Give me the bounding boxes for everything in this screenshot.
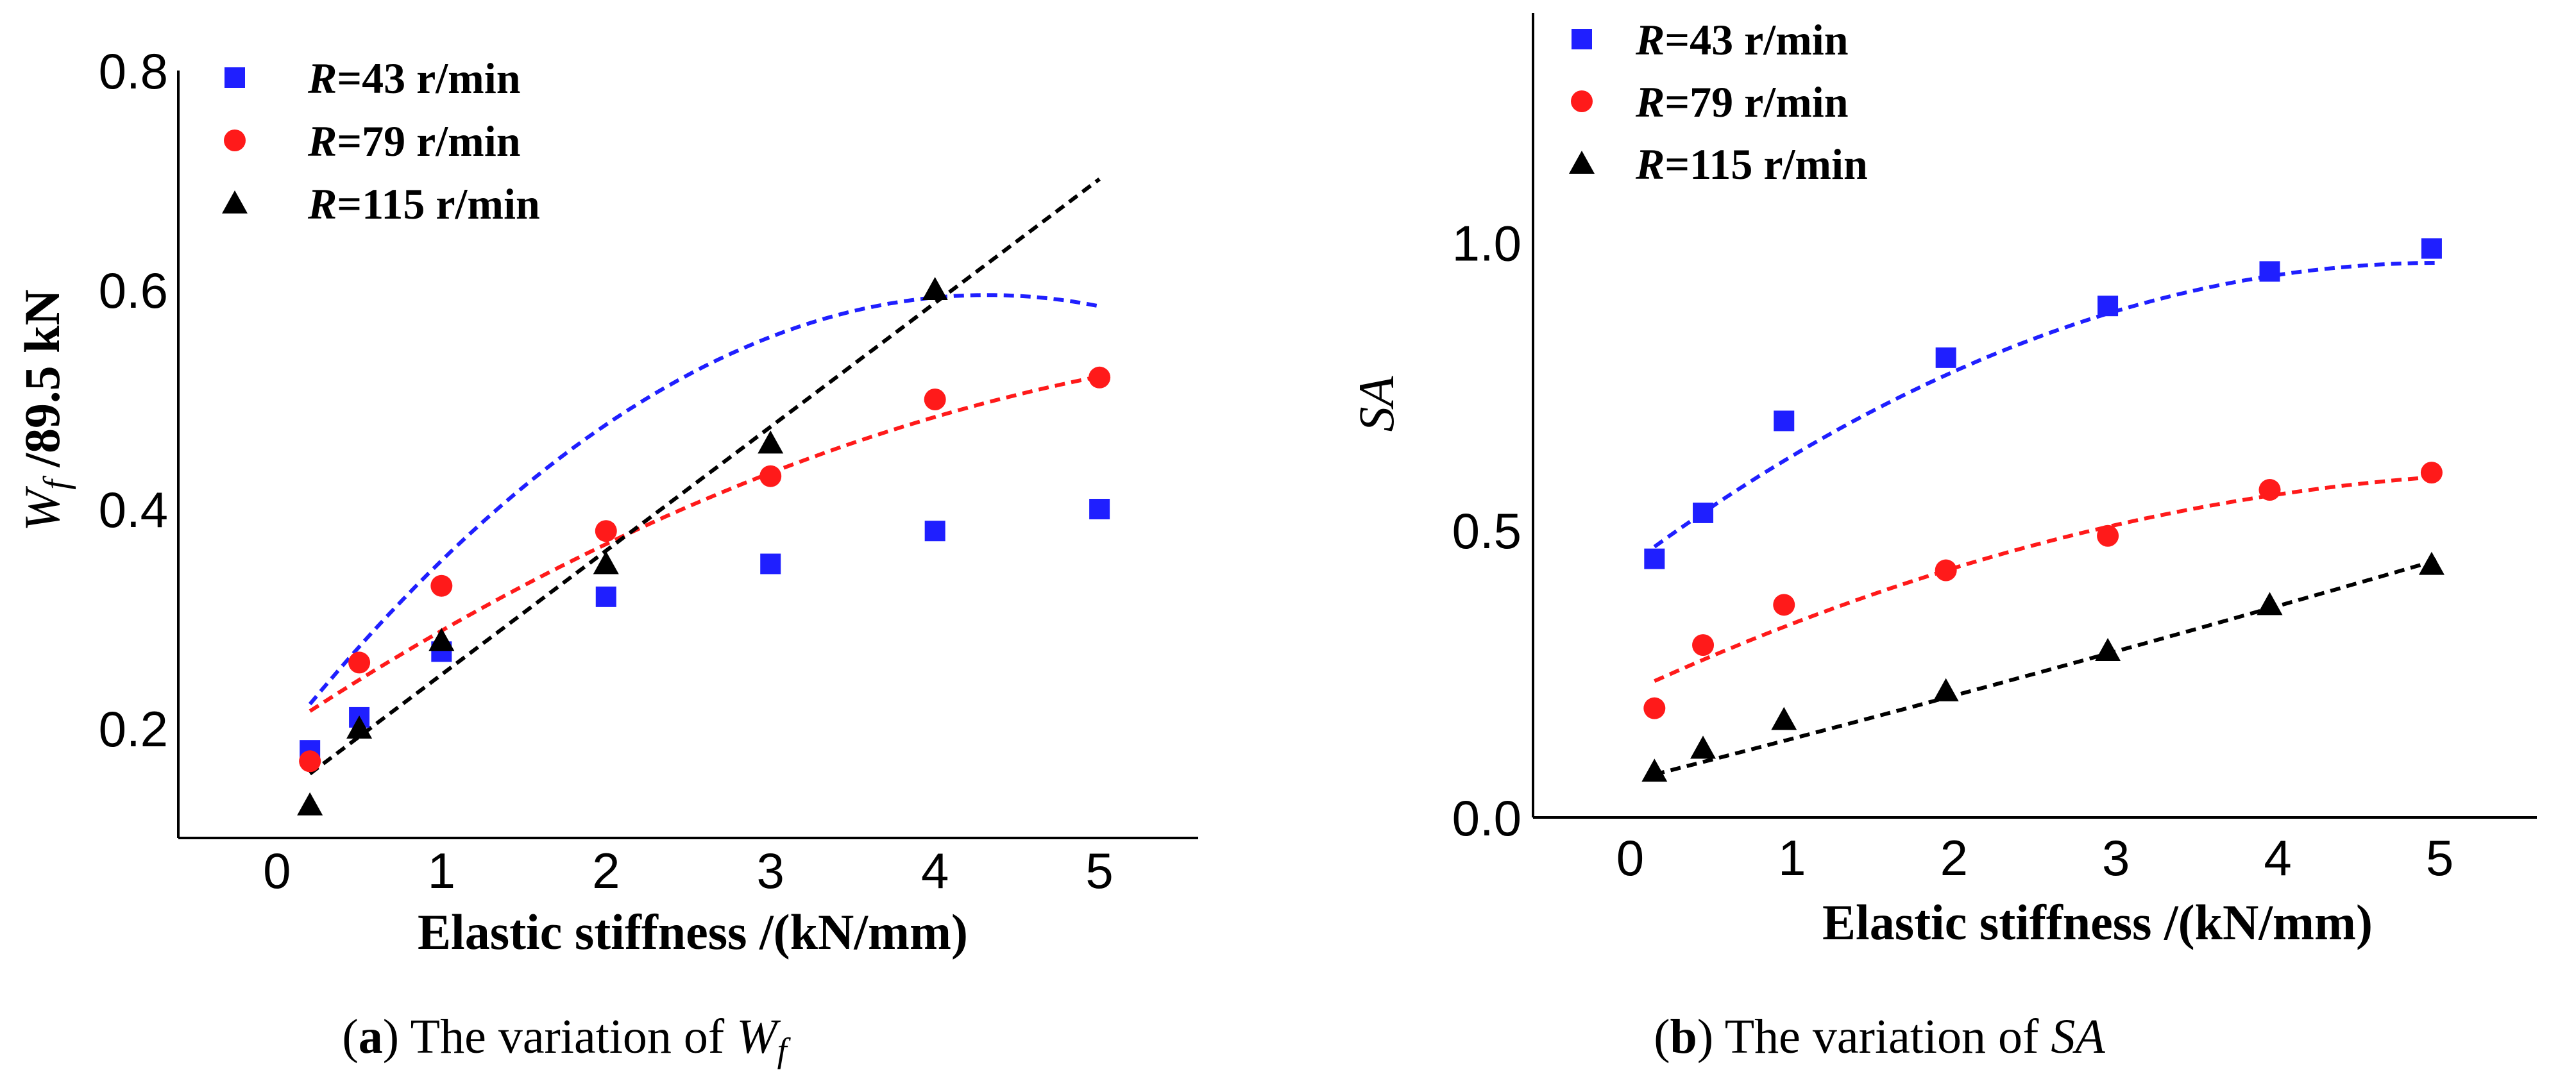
caption-a: (a) The variation of Wf bbox=[342, 1010, 791, 1069]
chart-panel-b: 0 1 2 3 4 5 0.0 0.5 1.0 R=43 r/min R=79 r/min R=1… bbox=[1348, 13, 2537, 1064]
legend-marker-circle bbox=[1571, 90, 1593, 112]
data-point-triangle bbox=[297, 792, 323, 816]
y-tick-labels-a: 0.2 0.4 0.6 0.8 bbox=[99, 43, 168, 757]
data-point-circle bbox=[2258, 479, 2281, 501]
y-axis-label-a: Wf /89.5 kN bbox=[14, 289, 76, 531]
legend-marker-square bbox=[225, 67, 245, 88]
data-point-square bbox=[2097, 296, 2119, 317]
legend-label: R=79 r/min bbox=[1635, 78, 1849, 126]
data-point-triangle bbox=[2418, 551, 2445, 575]
data-point-square bbox=[1693, 502, 1714, 523]
data-point-square bbox=[595, 586, 616, 607]
data-point-triangle bbox=[922, 277, 948, 300]
data-point-circle bbox=[1089, 366, 1111, 389]
x-tick-label: 5 bbox=[2426, 830, 2453, 886]
legend-a: R=43 r/min R=79 r/min R=115 r/min bbox=[222, 54, 540, 228]
data-point-triangle bbox=[1641, 758, 1668, 782]
x-tick-label: 2 bbox=[592, 842, 620, 899]
legend-label: R=43 r/min bbox=[307, 54, 521, 103]
x-tick-label: 2 bbox=[1940, 830, 1968, 886]
data-point-triangle bbox=[346, 716, 373, 739]
legend-marker-square bbox=[1572, 29, 1592, 49]
axes-a bbox=[177, 71, 1198, 839]
x-tick-label: 3 bbox=[757, 842, 784, 899]
legend-label: R=115 r/min bbox=[1635, 140, 1868, 188]
data-point-circle bbox=[924, 389, 946, 410]
fit-curve-circle bbox=[309, 374, 1100, 713]
fit-curve-triangle bbox=[1654, 557, 2441, 776]
y-tick-label: 0.8 bbox=[99, 43, 168, 99]
data-point-square bbox=[2259, 261, 2280, 282]
x-tick-label: 1 bbox=[428, 842, 455, 899]
y-tick-label: 0.5 bbox=[1452, 503, 1521, 559]
x-tick-labels-b: 0 1 2 3 4 5 bbox=[1616, 830, 2453, 886]
legend-marker-triangle bbox=[222, 190, 248, 214]
data-point-circle bbox=[2097, 524, 2119, 547]
legend-marker-triangle bbox=[1569, 151, 1595, 174]
data-point-square bbox=[1644, 548, 1665, 569]
fit-curve-circle bbox=[1654, 474, 2440, 683]
data-point-triangle bbox=[1690, 735, 1716, 759]
data-point-circle bbox=[348, 651, 371, 674]
data-point-circle bbox=[1935, 559, 1957, 582]
x-tick-label: 1 bbox=[1778, 830, 1806, 886]
y-axis-label-b: SA bbox=[1348, 376, 1404, 431]
legend-label: R=115 r/min bbox=[307, 180, 540, 228]
x-tick-label: 3 bbox=[2102, 830, 2130, 886]
data-point-triangle bbox=[1933, 678, 1959, 701]
data-point-square bbox=[924, 521, 945, 542]
data-point-square bbox=[1089, 499, 1110, 519]
data-point-triangle bbox=[2095, 638, 2121, 662]
x-tick-labels-a: 0 1 2 3 4 5 bbox=[263, 842, 1114, 899]
data-point-triangle bbox=[593, 551, 619, 574]
x-axis-label-b: Elastic stiffness /(kN/mm) bbox=[1822, 894, 2373, 950]
legend-label: R=43 r/min bbox=[1635, 15, 1849, 64]
data-point-circle bbox=[759, 465, 782, 487]
data-point-square bbox=[2421, 238, 2442, 259]
data-point-triangle bbox=[428, 628, 455, 651]
fit-curve-square bbox=[1653, 260, 2440, 549]
fit-curves-a bbox=[308, 177, 1101, 776]
data-points-b bbox=[1641, 238, 2445, 782]
data-point-triangle bbox=[758, 430, 784, 454]
y-tick-labels-b: 0.0 0.5 1.0 bbox=[1452, 215, 1521, 846]
data-point-square bbox=[1935, 347, 1956, 368]
data-points-a bbox=[297, 277, 1111, 816]
chart-panel-a: 0 1 2 3 4 5 0.2 0.4 0.6 0.8 R=43 r/min R=79 r/min… bbox=[14, 43, 1198, 1069]
data-point-square bbox=[1774, 410, 1795, 431]
data-point-circle bbox=[2420, 462, 2443, 484]
data-point-square bbox=[760, 553, 781, 574]
x-tick-label: 5 bbox=[1085, 842, 1113, 899]
data-point-circle bbox=[1692, 634, 1715, 657]
data-point-circle bbox=[1643, 697, 1666, 719]
y-tick-label: 0.6 bbox=[99, 262, 168, 319]
legend-label: R=79 r/min bbox=[307, 117, 521, 165]
data-point-triangle bbox=[1771, 707, 1797, 730]
caption-b: (b) The variation of SA bbox=[1654, 1010, 2105, 1064]
y-tick-label: 0.2 bbox=[99, 701, 168, 757]
fit-curves-b bbox=[1653, 260, 2441, 776]
data-point-triangle bbox=[2257, 592, 2283, 616]
data-point-circle bbox=[430, 574, 453, 597]
data-point-circle bbox=[299, 750, 321, 773]
x-tick-label: 4 bbox=[2264, 830, 2291, 886]
y-tick-label: 0.4 bbox=[99, 482, 168, 538]
x-tick-label: 4 bbox=[921, 842, 949, 899]
fit-curve-triangle bbox=[309, 177, 1101, 776]
data-point-circle bbox=[1773, 594, 1795, 616]
x-tick-label: 0 bbox=[263, 842, 291, 899]
fit-curve-square bbox=[308, 293, 1100, 706]
y-tick-label: 1.0 bbox=[1452, 215, 1521, 272]
legend-b: R=43 r/min R=79 r/min R=115 r/min bbox=[1569, 15, 1868, 188]
x-tick-label: 0 bbox=[1616, 830, 1644, 886]
axes-b bbox=[1532, 13, 2537, 819]
legend-marker-circle bbox=[224, 130, 246, 151]
x-axis-label-a: Elastic stiffness /(kN/mm) bbox=[418, 904, 968, 960]
data-point-circle bbox=[595, 520, 617, 542]
y-tick-label: 0.0 bbox=[1452, 790, 1521, 846]
